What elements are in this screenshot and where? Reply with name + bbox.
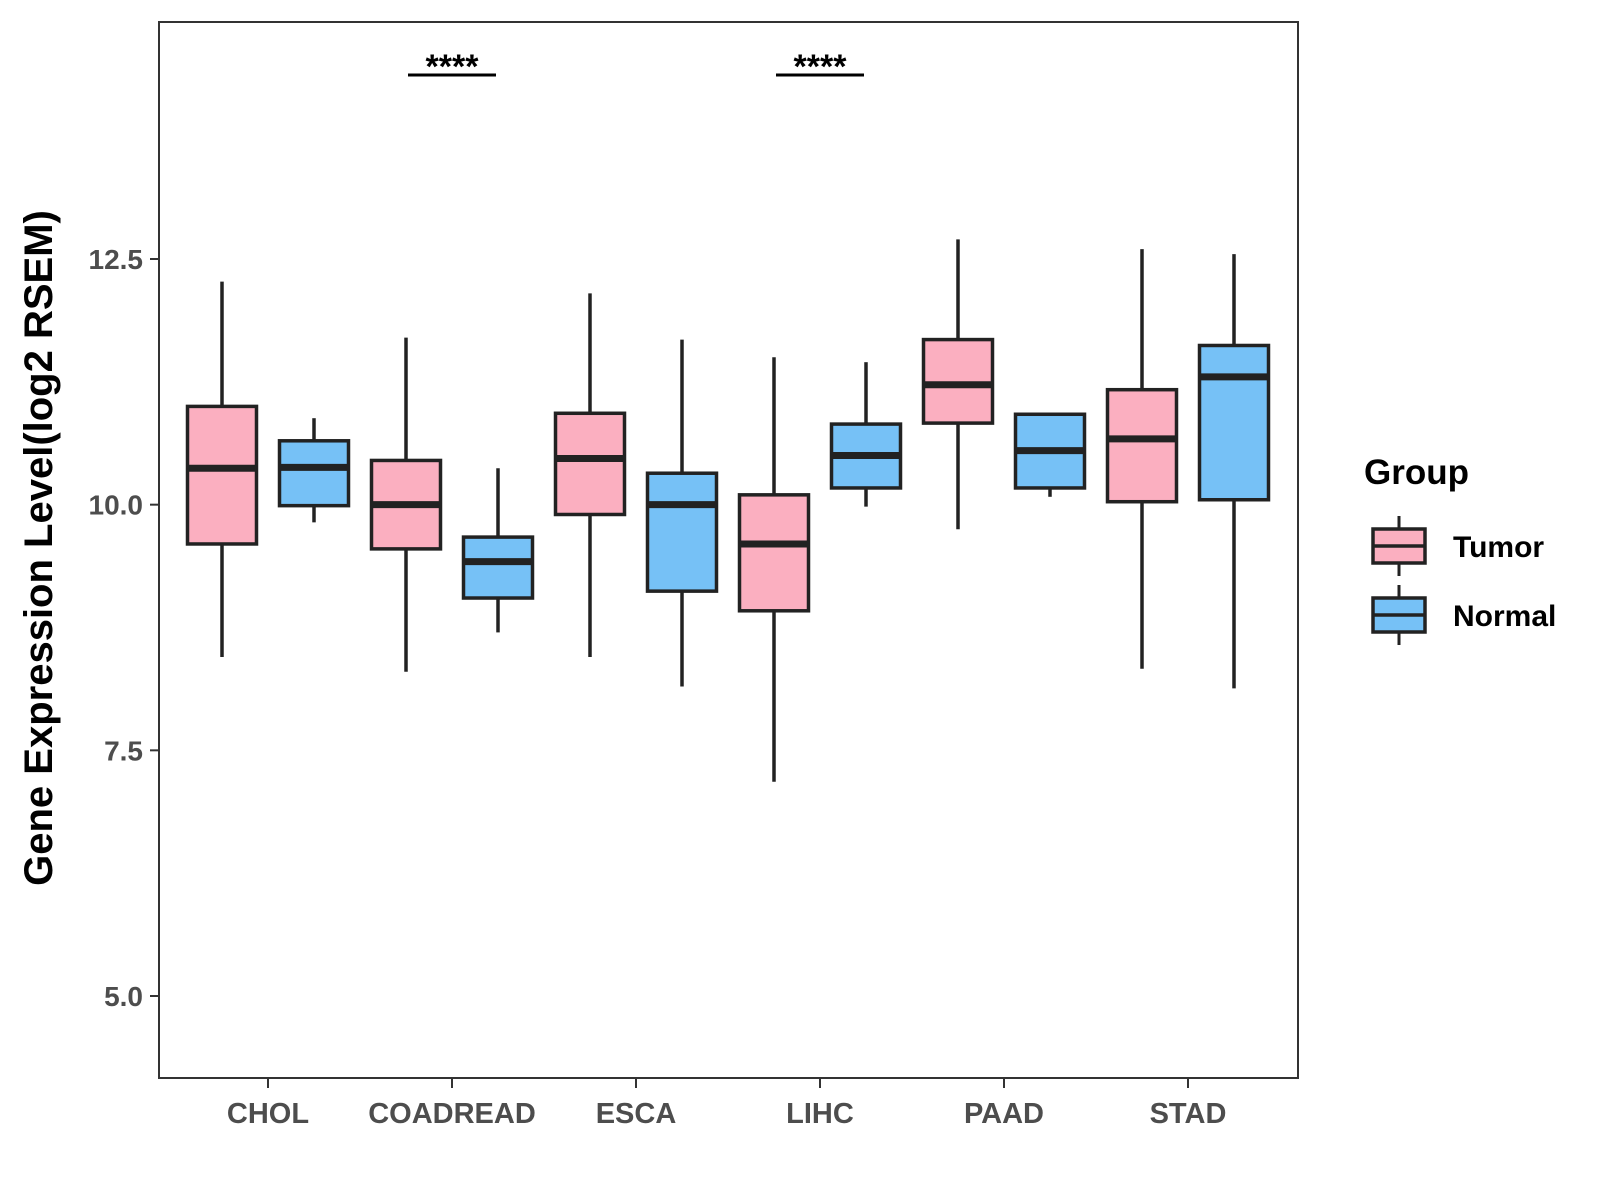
significance-label: **** bbox=[794, 48, 848, 86]
box-tumor-coadread bbox=[369, 337, 443, 672]
box-iqr bbox=[645, 471, 719, 593]
box-iqr bbox=[185, 404, 259, 546]
box-tumor-esca bbox=[553, 293, 627, 657]
box-normal-lihc bbox=[829, 362, 903, 507]
plot-panel-border bbox=[158, 21, 1299, 1079]
legend-item-normal: Normal bbox=[1371, 585, 1556, 645]
legend-title: Group bbox=[1364, 453, 1469, 492]
y-tick-label: 12.5 bbox=[89, 244, 144, 275]
box-tumor-lihc bbox=[737, 357, 811, 782]
significance-label: **** bbox=[426, 48, 480, 86]
box-normal-chol bbox=[277, 418, 351, 523]
x-tick-label: PAAD bbox=[964, 1098, 1044, 1130]
x-tick-label: STAD bbox=[1150, 1098, 1227, 1130]
box-normal-stad bbox=[1197, 254, 1271, 689]
legend-item-tumor: Tumor bbox=[1371, 516, 1544, 576]
box-normal-coadread bbox=[461, 468, 535, 633]
legend-items: Tumor Normal bbox=[1371, 516, 1556, 645]
significance-annotations: **** **** bbox=[408, 48, 864, 86]
legend-label-normal: Normal bbox=[1453, 600, 1556, 633]
box-normal-esca bbox=[645, 339, 719, 687]
box-iqr bbox=[277, 439, 351, 508]
box-iqr bbox=[737, 493, 811, 613]
y-tick-label: 7.5 bbox=[104, 735, 143, 766]
axes-layer: 5.0 7.5 10.0 12.5 CHOL COADREAD ESCA LIHC PAAD ST… bbox=[89, 21, 1299, 1130]
box-iqr bbox=[553, 411, 627, 517]
box-tumor-chol bbox=[185, 281, 259, 657]
y-tick-label: 10.0 bbox=[89, 490, 144, 521]
box-iqr bbox=[1105, 387, 1179, 504]
y-axis-title: Gene Expression Level(log2 RSEM) bbox=[17, 210, 61, 886]
box-tumor-stad bbox=[1105, 249, 1179, 669]
box-iqr bbox=[461, 535, 535, 600]
box-iqr bbox=[1197, 343, 1271, 502]
x-tick-label: ESCA bbox=[596, 1098, 677, 1130]
box-normal-paad bbox=[1013, 412, 1087, 497]
legend-label-tumor: Tumor bbox=[1453, 531, 1544, 564]
y-tick-label: 5.0 bbox=[104, 981, 143, 1012]
legend: Group Tumor Normal bbox=[1364, 453, 1556, 645]
x-tick-label: COADREAD bbox=[368, 1098, 536, 1130]
x-tick-label: LIHC bbox=[786, 1098, 854, 1130]
box-tumor-paad bbox=[921, 239, 995, 530]
x-tick-label: CHOL bbox=[227, 1098, 309, 1130]
boxes-layer bbox=[185, 239, 1271, 782]
